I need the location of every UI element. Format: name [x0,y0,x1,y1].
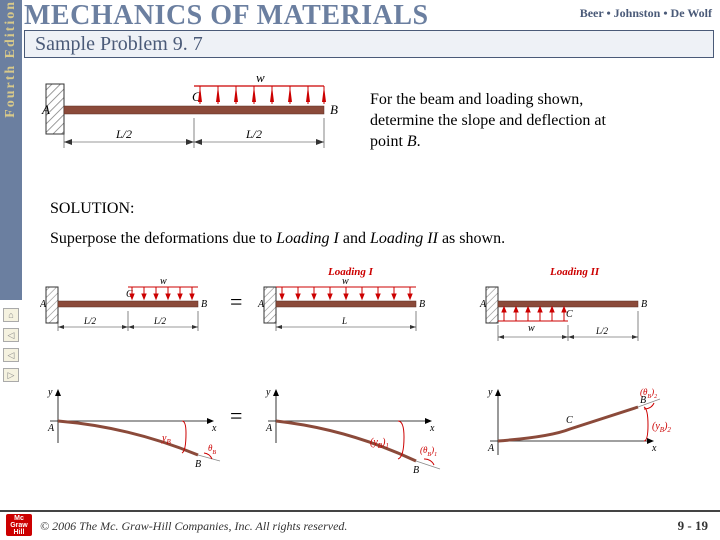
svg-text:=: = [230,289,242,314]
svg-text:y: y [265,387,271,398]
svg-text:L/2: L/2 [595,326,609,336]
svg-text:w: w [342,276,349,287]
svg-text:A: A [47,423,55,434]
svg-text:x: x [429,423,435,434]
svg-text:A: A [40,299,47,310]
svg-text:Loading I: Loading I [327,266,374,278]
edition-sidebar: Fourth Edition [0,0,22,300]
svg-text:A: A [257,299,265,310]
svg-text:(θB)1: (θB)1 [420,445,437,458]
svg-text:A: A [479,299,487,310]
svg-text:L/2: L/2 [83,316,97,326]
svg-text:L/2: L/2 [153,316,167,326]
edition-text: Fourth Edition [3,0,19,122]
svg-text:B: B [201,299,207,310]
svg-text:yB: yB [161,433,171,446]
svg-text:A: A [265,423,273,434]
svg-text:w: w [160,276,167,287]
back-icon[interactable]: ◁ [3,328,19,342]
svg-text:y: y [487,387,493,398]
svg-text:w: w [256,70,265,85]
svg-text:Loading II: Loading II [549,266,600,278]
svg-text:L: L [341,316,347,326]
svg-text:C: C [566,309,573,320]
prev-icon[interactable]: ◁ [3,348,19,362]
svg-text:B: B [195,459,201,470]
subtitle-bar: Sample Problem 9. 7 [24,30,714,58]
svg-text:x: x [651,443,657,454]
svg-text:B: B [419,299,425,310]
nav-icons: ⌂ ◁ ◁ ▷ [3,308,21,382]
figure-problem: A C B w L/2 L/2 [40,70,350,170]
svg-text:=: = [230,403,242,428]
svg-text:B: B [330,102,338,117]
solution-label: SOLUTION: [50,200,134,218]
svg-text:(yB)2: (yB)2 [652,421,671,434]
subtitle: Sample Problem 9. 7 [35,33,203,56]
svg-text:w: w [528,323,535,334]
svg-text:θB: θB [208,443,216,456]
superposition-text: Superpose the deformations due to Loadin… [50,230,690,248]
svg-text:A: A [41,102,50,117]
svg-text:L/2: L/2 [115,127,132,141]
svg-text:B: B [641,299,647,310]
svg-text:y: y [47,387,53,398]
svg-text:C: C [566,415,573,426]
svg-text:(yB)1: (yB)1 [370,437,389,450]
page-number: 9 - 19 [678,518,708,534]
footer: Mc Graw Hill © 2006 The Mc. Graw-Hill Co… [0,510,720,540]
figure-superposition: A C B w L/2 L/2 = Loading I [40,265,690,475]
publisher-logo: Mc Graw Hill [6,514,32,536]
copyright: © 2006 The Mc. Graw-Hill Companies, Inc.… [40,519,347,534]
problem-statement: For the beam and loading shown, determin… [370,90,700,152]
next-icon[interactable]: ▷ [3,368,19,382]
authors: Beer • Johnston • De Wolf [580,6,712,21]
svg-text:x: x [211,423,217,434]
home-icon[interactable]: ⌂ [3,308,19,322]
svg-text:B: B [413,465,419,475]
svg-text:A: A [487,443,495,454]
book-title: MECHANICS OF MATERIALS [24,0,429,32]
svg-text:L/2: L/2 [245,127,262,141]
